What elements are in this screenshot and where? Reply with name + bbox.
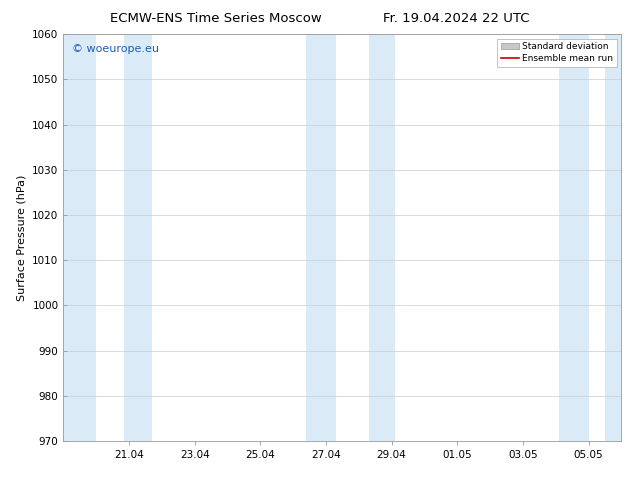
Bar [306, 34, 336, 441]
Bar [63, 34, 96, 441]
Text: Fr. 19.04.2024 22 UTC: Fr. 19.04.2024 22 UTC [383, 12, 530, 25]
Bar [368, 34, 395, 441]
Bar [605, 34, 621, 441]
Legend: Standard deviation, Ensemble mean run: Standard deviation, Ensemble mean run [497, 39, 617, 67]
Bar [559, 34, 588, 441]
Bar [124, 34, 152, 441]
Y-axis label: Surface Pressure (hPa): Surface Pressure (hPa) [16, 174, 27, 301]
Text: ECMW-ENS Time Series Moscow: ECMW-ENS Time Series Moscow [110, 12, 321, 25]
Text: © woeurope.eu: © woeurope.eu [72, 45, 158, 54]
